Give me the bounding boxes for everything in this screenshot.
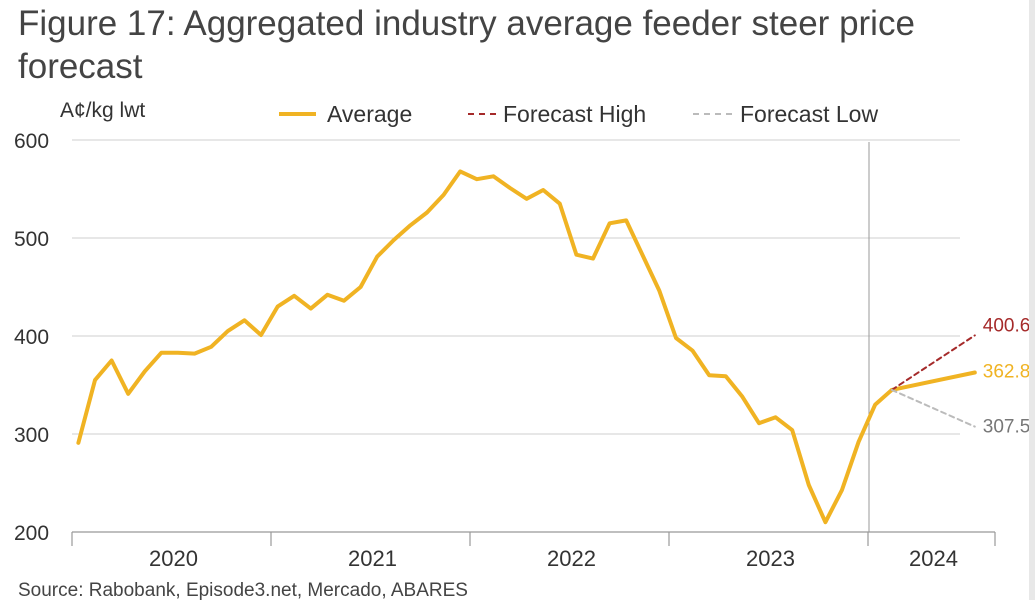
average-value-label: 362.8 <box>983 361 1031 382</box>
series-line-forecast-high <box>890 334 976 391</box>
legend-label: Average <box>327 101 412 127</box>
y-tick-label: 600 <box>14 130 49 153</box>
x-tick-label: 2022 <box>547 546 596 571</box>
x-tick-label: 2020 <box>149 546 198 571</box>
axes: 600 500 400 300 200 2020 2021 2022 2023 2024 <box>14 130 996 571</box>
gridlines <box>72 139 960 533</box>
series-line-forecast-low <box>890 388 976 428</box>
chart-title: Figure 17: Aggregated industry average f… <box>18 4 915 86</box>
y-tick-label: 200 <box>14 522 49 545</box>
forecast-high-value-label: 400.6 <box>983 315 1031 336</box>
source-note: Source: Rabobank, Episode3.net, Mercado,… <box>18 580 468 601</box>
series-line-average <box>76 169 977 525</box>
legend: A¢/kg lwt Average Forecast High Forecast L… <box>60 99 878 127</box>
x-tick-label: 2023 <box>746 546 795 571</box>
y-tick-label: 400 <box>14 326 49 349</box>
legend-label: Forecast High <box>503 101 646 127</box>
x-tick-label: 2024 <box>909 546 958 571</box>
scrollbar-edge <box>1029 0 1035 600</box>
y-tick-label: 500 <box>14 228 49 251</box>
y-tick-label: 300 <box>14 424 49 447</box>
series-lines <box>76 169 977 525</box>
legend-label: Forecast Low <box>740 101 878 127</box>
x-tick-label: 2021 <box>348 546 397 571</box>
value-labels: 400.6 362.8 307.5 <box>983 315 1031 437</box>
y-axis-unit-label: A¢/kg lwt <box>60 99 145 122</box>
forecast-low-value-label: 307.5 <box>983 417 1031 438</box>
